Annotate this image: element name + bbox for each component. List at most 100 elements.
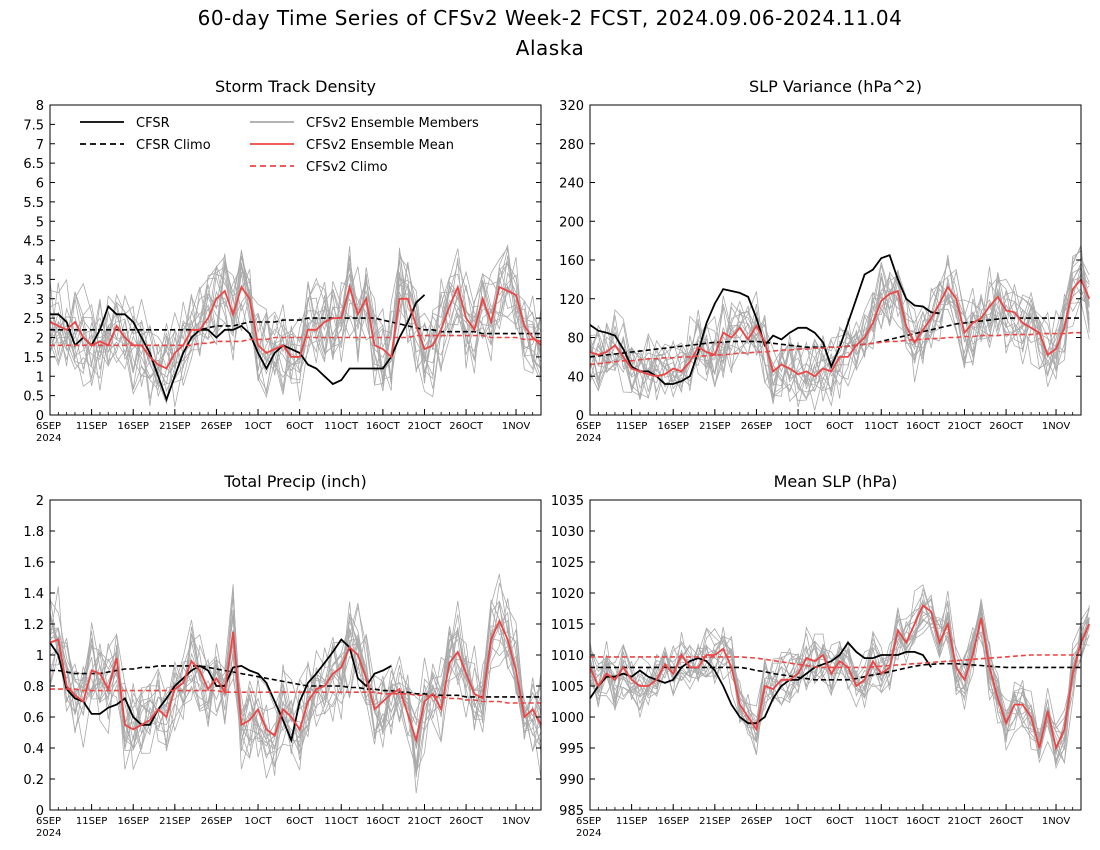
legend-label-ens-mean: CFSv2 Ensemble Mean [306,138,454,153]
y-tick-label: 320 [559,99,584,114]
ensemble-member-line [589,594,1090,757]
y-tick-label: 160 [559,254,584,269]
y-tick-label: 80 [567,332,584,347]
y-tick-label: 1.8 [23,525,44,540]
ensemble-member-line [589,268,1090,407]
ensemble-member-line [589,274,1090,401]
ensemble-member-line [589,598,1090,764]
y-tick-label: 0.4 [23,742,44,757]
x-tick-label: 11OCT [324,421,359,432]
ensemble-member-line [49,248,542,408]
y-tick-label: 1030 [551,525,584,540]
x-tick-label: 1NOV [502,816,531,827]
x-tick-label: 16OCT [906,816,941,827]
ensemble-member-line [589,276,1090,397]
x-tick-label: 21OCT [408,421,443,432]
ensemble-member-line [49,243,542,387]
ensemble-member-line [589,609,1090,763]
y-tick-label: 4.5 [23,235,44,250]
y-tick-label: 1015 [551,618,584,633]
y-tick-label: 995 [559,742,584,757]
panel-title: Mean SLP (hPa) [774,472,898,491]
cfsv2-climo-line [50,334,542,347]
y-tick-label: 2.5 [23,312,44,327]
legend-label-cfsr: CFSR [136,116,170,131]
ensemble-member-line [589,604,1090,754]
chart-subtitle: Alaska [515,36,585,60]
x-tick-label: 11SEP [76,421,107,432]
y-tick-label: 0.6 [23,711,44,726]
x-year-label: 2024 [36,828,61,839]
x-tick-label: 11SEP [616,421,647,432]
y-tick-label: 40 [567,370,584,385]
x-tick-label: 21OCT [408,816,443,827]
ensemble-member-line [589,611,1090,762]
ensemble-member-line [589,611,1090,770]
y-tick-label: 1 [36,649,44,664]
y-tick-label: 7.5 [23,118,44,133]
ensemble-member-line [49,586,542,759]
x-tick-label: 6OCT [286,816,314,827]
x-tick-label: 6OCT [826,816,854,827]
legend: CFSR CFSR Climo CFSv2 Ensemble Members CFSv… [80,116,479,175]
y-tick-label: 280 [559,138,584,153]
cfsv2-climo-line [589,331,1081,366]
y-tick-label: 985 [559,804,584,819]
x-tick-label: 21SEP [159,421,190,432]
x-tick-label: 26SEP [201,816,232,827]
x-tick-label: 1NOV [1042,421,1071,432]
ensemble-member-line [589,588,1090,765]
ensemble-member-line [589,592,1090,751]
y-tick-label: 1.2 [23,618,44,633]
cfsv2-climo-line [50,688,541,704]
ensemble-member-line [49,256,542,405]
x-tick-label: 6SEP [36,816,61,827]
x-tick-label: 26OCT [989,421,1024,432]
y-tick-label: 1.6 [23,556,44,571]
x-tick-label: 16OCT [366,816,401,827]
y-tick-label: 5.5 [23,196,44,211]
y-tick-label: 8 [36,99,44,114]
x-tick-label: 6SEP [576,421,601,432]
cfsv2-ensemble-mean-line [49,618,542,744]
cfsv2-ensemble-mean-line [589,604,1091,751]
x-tick-label: 6OCT [826,421,854,432]
y-tick-label: 5 [36,215,44,230]
y-tick-label: 0 [36,409,44,424]
legend-label-cfsv2-climo: CFSv2 Climo [306,160,388,175]
chart-panel-4: Mean SLP (hPa) 985 990 995 1000 1005 1010 1015 1… [551,472,1091,839]
y-tick-label: 1035 [551,494,584,509]
y-tick-label: 1.5 [23,351,44,366]
panel-title: SLP Variance (hPa^2) [749,77,922,96]
x-tick-label: 1OCT [784,816,812,827]
y-tick-label: 3 [36,293,44,308]
y-tick-label: 1 [36,370,44,385]
cfsv2-ensemble-mean-line [49,283,542,370]
x-tick-label: 6OCT [286,421,314,432]
x-tick-label: 16SEP [118,421,149,432]
cfsr-climo-line [589,317,1081,358]
ensemble-member-line [589,249,1090,392]
y-tick-label: 1.4 [23,587,44,602]
x-tick-label: 21OCT [948,421,983,432]
x-tick-label: 16SEP [658,816,689,827]
x-tick-label: 1OCT [244,421,272,432]
x-tick-label: 11SEP [76,816,107,827]
x-tick-label: 21SEP [159,816,190,827]
ensemble-member-line [589,590,1090,759]
ensemble-member-line [589,597,1090,764]
cfsr-climo-line [590,662,1081,681]
ensemble-members [589,584,1090,770]
y-tick-label: 7 [36,138,44,153]
y-tick-label: 6.5 [23,157,44,172]
x-year-label: 2024 [36,433,61,444]
cfsr-climo-line [50,317,541,335]
ensemble-member-line [49,262,542,392]
y-tick-label: 2 [36,494,44,509]
y-tick-label: 4 [36,254,44,269]
y-tick-label: 990 [559,773,584,788]
x-tick-label: 1OCT [244,816,272,827]
legend-label-members: CFSv2 Ensemble Members [306,116,479,131]
cfsr-line [50,294,426,403]
